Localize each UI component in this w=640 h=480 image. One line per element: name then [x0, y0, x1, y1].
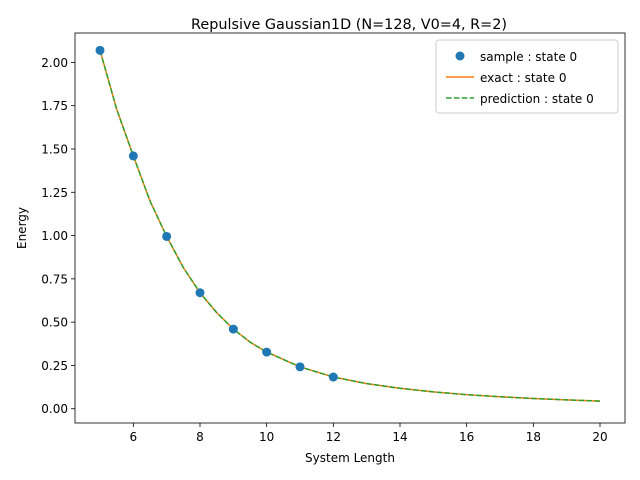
x-tick-label: 12	[326, 430, 341, 444]
sample-point	[262, 347, 272, 357]
y-tick-label: 1.75	[41, 99, 68, 113]
x-tick-label: 10	[259, 430, 274, 444]
plot-area	[95, 45, 601, 402]
legend-label-sample: sample : state 0	[480, 50, 577, 64]
sample-point	[228, 324, 238, 334]
sample-point	[328, 372, 338, 382]
x-tick-label: 16	[459, 430, 474, 444]
x-axis-label: System Length	[305, 451, 395, 465]
chart-title: Repulsive Gaussian1D (N=128, V0=4, R=2)	[191, 17, 507, 33]
prediction-line	[99, 50, 601, 402]
y-axis-ticks: 0.00 0.25 0.50 0.75 1.00 1.25 1.50 1.75 2.00	[41, 56, 75, 416]
sample-point	[95, 45, 105, 55]
y-tick-label: 1.00	[41, 229, 68, 243]
legend: sample : state 0 exact : state 0 predict…	[435, 39, 619, 114]
x-tick-label: 20	[592, 430, 607, 444]
y-tick-label: 0.75	[41, 272, 68, 286]
y-tick-label: 0.00	[41, 402, 68, 416]
x-tick-label: 18	[526, 430, 541, 444]
plot-frame	[74, 32, 626, 424]
legend-label-prediction: prediction : state 0	[480, 92, 594, 106]
y-tick-label: 1.50	[41, 143, 68, 157]
y-axis-label: Energy	[15, 207, 29, 249]
y-tick-label: 1.25	[41, 186, 68, 200]
legend-box	[435, 39, 619, 114]
legend-label-exact: exact : state 0	[480, 71, 566, 85]
x-tick-label: 14	[392, 430, 407, 444]
sample-point	[195, 288, 205, 298]
sample-point	[295, 362, 305, 372]
sample-point	[162, 231, 172, 241]
sample-point	[128, 151, 138, 161]
y-tick-label: 2.00	[41, 56, 68, 70]
x-tick-label: 8	[196, 430, 204, 444]
legend-marker-sample	[455, 51, 465, 61]
y-tick-label: 0.25	[41, 359, 68, 373]
y-tick-label: 0.50	[41, 316, 68, 330]
x-axis-ticks: 6 8 10 12 14 16 18 20	[130, 423, 608, 444]
x-tick-label: 6	[130, 430, 138, 444]
